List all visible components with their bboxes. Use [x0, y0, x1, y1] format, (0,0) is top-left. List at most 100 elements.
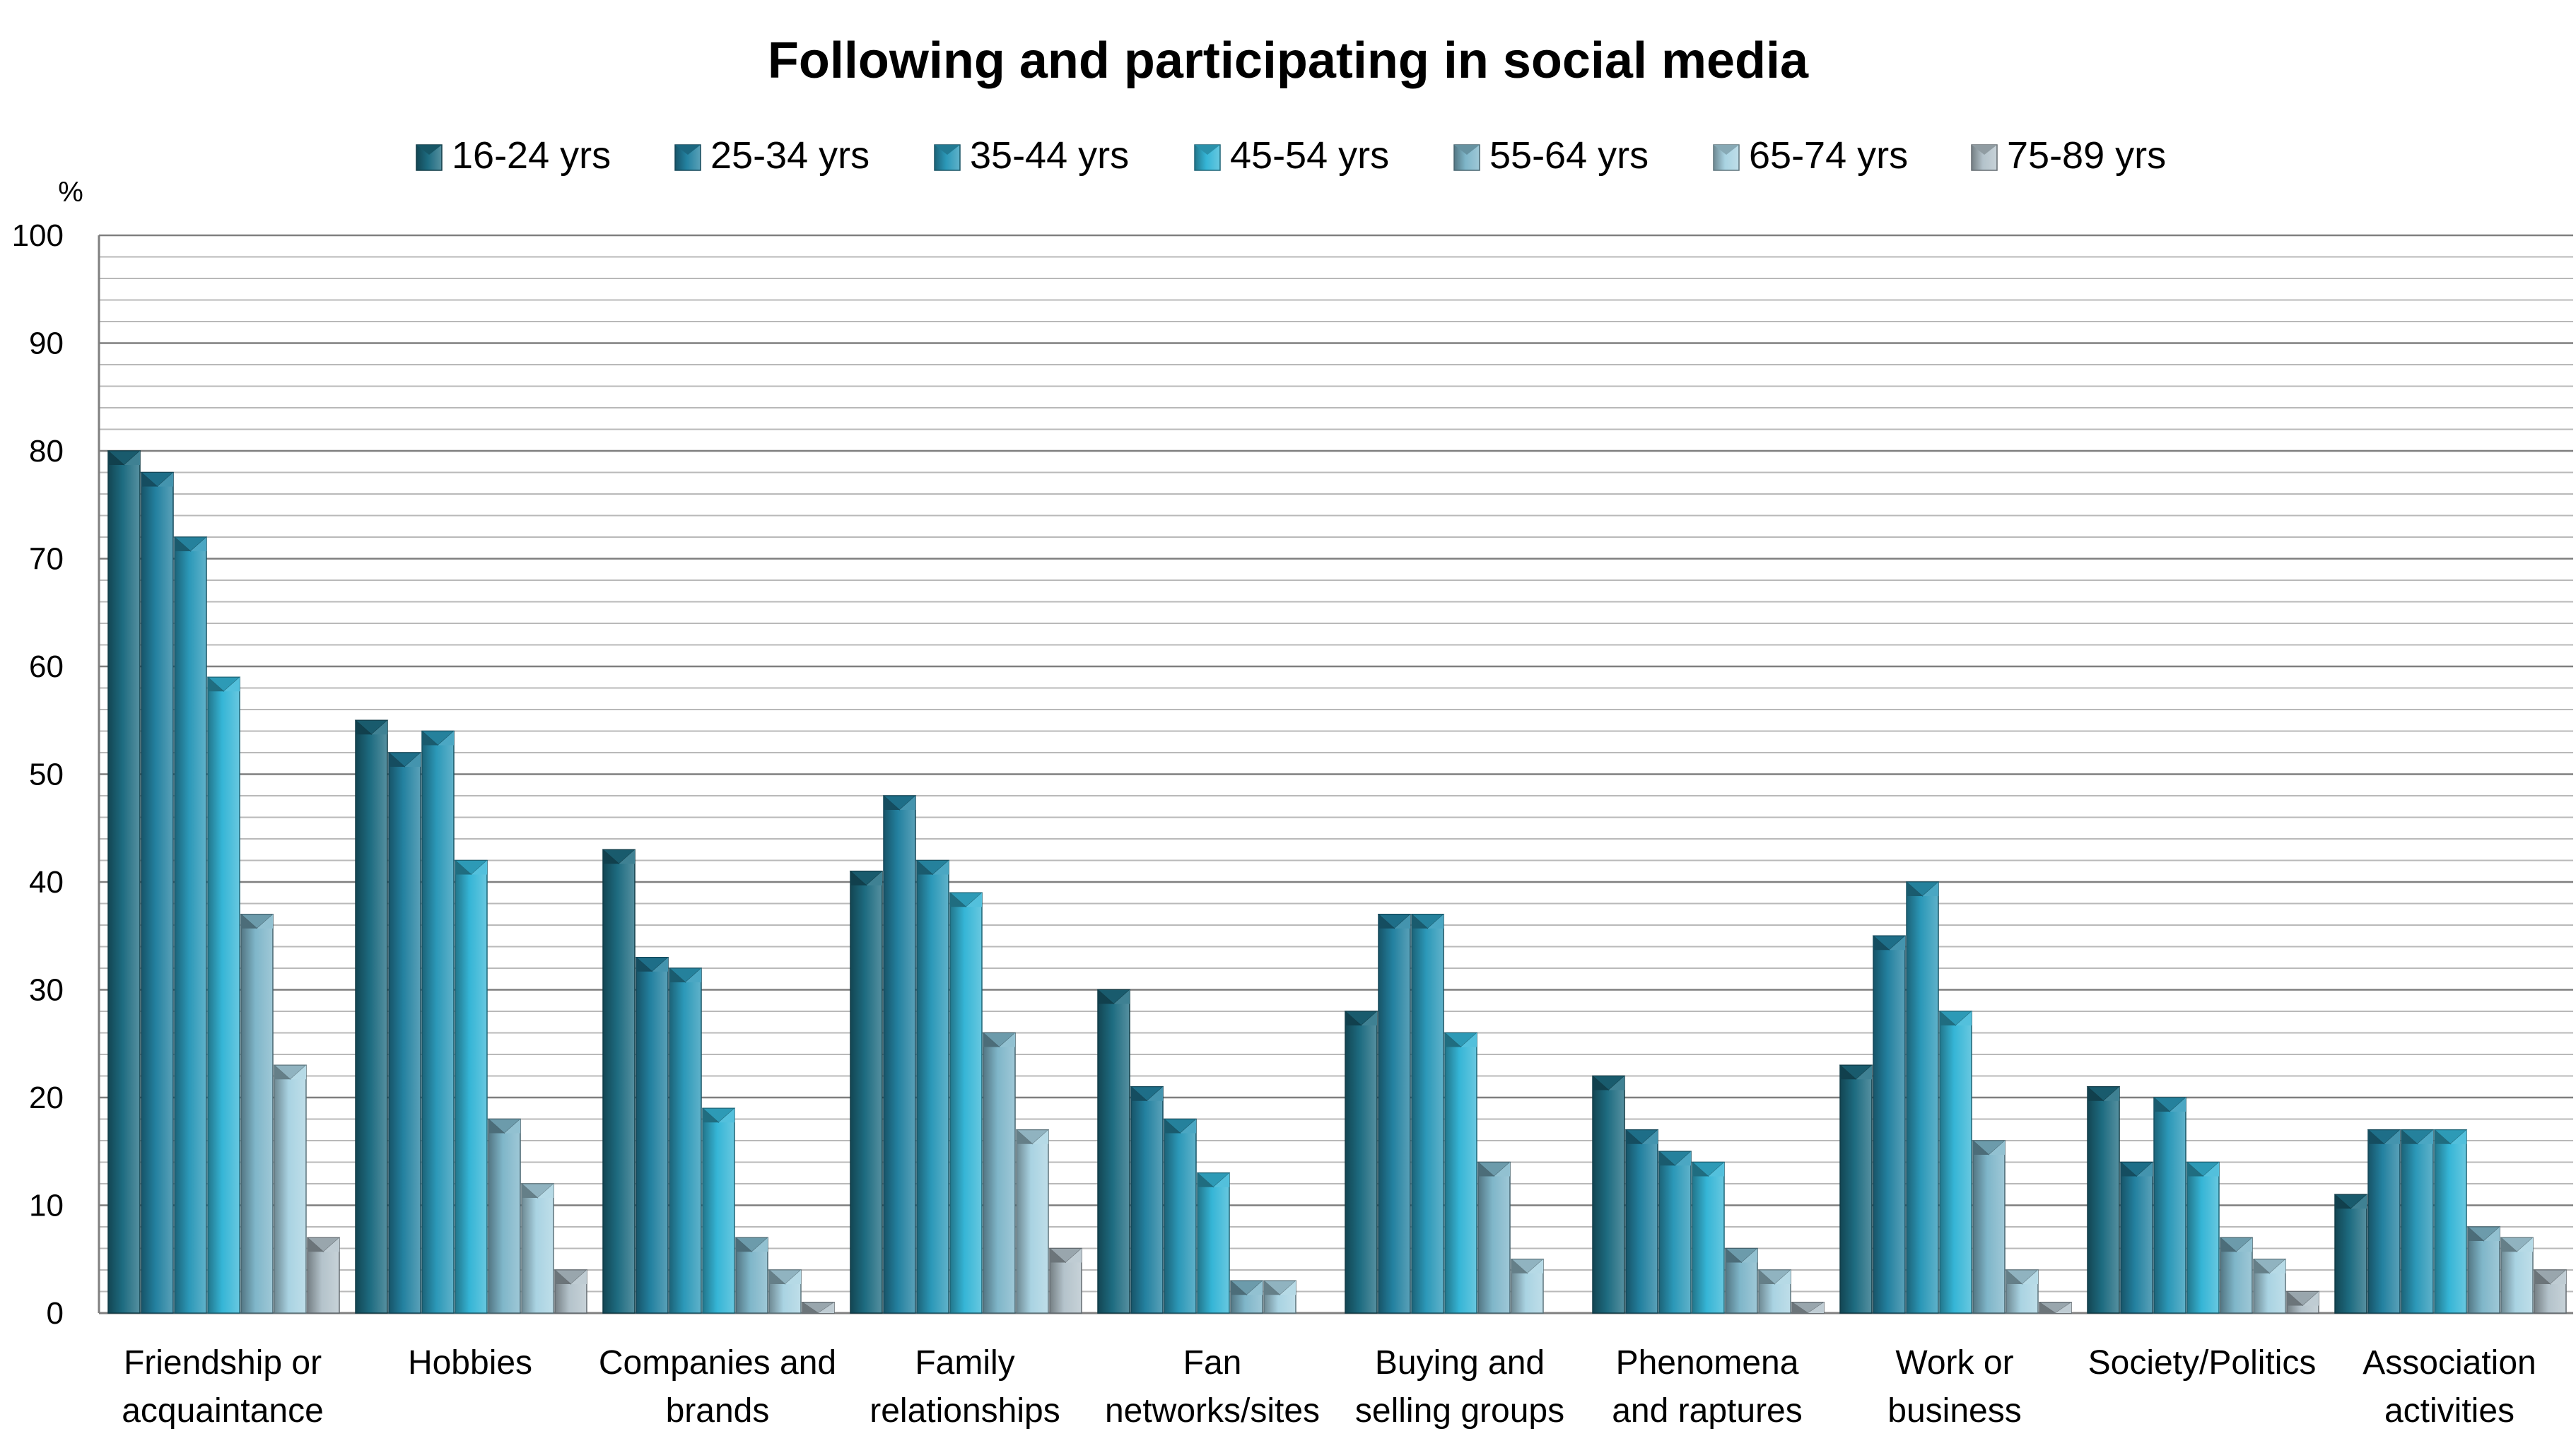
- gridlines: [99, 234, 2573, 1314]
- bar-family-relationships-55-64-yrs: [982, 1032, 1017, 1314]
- bar-companies-and-brands-65-74-yrs: [768, 1269, 802, 1314]
- bar-companies-and-brands-35-44-yrs: [668, 967, 703, 1314]
- bar-friendship-or-acquaintance-25-34-yrs: [140, 471, 175, 1314]
- legend-label: 35-44 yrs: [970, 134, 1129, 177]
- x-category-label: Companies and: [599, 1344, 836, 1382]
- bar-work-or-business-25-34-yrs: [1872, 935, 1907, 1314]
- y-tick-label: 70: [29, 542, 64, 577]
- bar-hobbies-35-44-yrs: [421, 730, 455, 1314]
- x-category-label: Fan: [1183, 1344, 1242, 1382]
- x-category-label: activities: [2384, 1392, 2514, 1430]
- x-axis-category-labels: Friendship or acquaintance Hobbies Companie…: [122, 1344, 2536, 1430]
- y-tick-label: 0: [47, 1296, 64, 1331]
- legend-item-65-74-yrs: 65-74 yrs: [1713, 134, 1908, 177]
- x-category-label: business: [1887, 1392, 2021, 1430]
- bar-companies-and-brands-45-54-yrs: [701, 1107, 736, 1314]
- y-tick-label: 20: [29, 1081, 64, 1115]
- legend-label: 25-34 yrs: [710, 134, 870, 177]
- bar-friendship-or-acquaintance-35-44-yrs: [173, 536, 208, 1314]
- bar-hobbies-55-64-yrs: [487, 1118, 522, 1314]
- y-tick-label: 50: [29, 758, 64, 792]
- bar-family-relationships-65-74-yrs: [1015, 1129, 1050, 1314]
- bar-buying-and-selling-groups-35-44-yrs: [1410, 914, 1445, 1314]
- y-tick-label: 90: [29, 327, 64, 361]
- bar-phenomena-and-raptures-35-44-yrs: [1658, 1151, 1692, 1314]
- bar-hobbies-25-34-yrs: [387, 752, 422, 1314]
- bar-family-relationships-16-24-yrs: [849, 871, 884, 1314]
- bar-association-activities-65-74-yrs: [2500, 1237, 2534, 1314]
- legend-item-45-54-yrs: 45-54 yrs: [1194, 134, 1389, 177]
- bar-fan-networks-sites-16-24-yrs: [1096, 989, 1131, 1314]
- bar-family-relationships-45-54-yrs: [949, 892, 983, 1314]
- x-category-label: Work or: [1895, 1344, 2013, 1382]
- bar-fan-networks-sites-55-64-yrs: [1229, 1280, 1264, 1314]
- legend-item-16-24-yrs: 16-24 yrs: [416, 134, 611, 177]
- x-category-label: acquaintance: [122, 1392, 324, 1430]
- bar-friendship-or-acquaintance-75-89-yrs: [306, 1237, 341, 1314]
- legend-item-55-64-yrs: 55-64 yrs: [1453, 134, 1649, 177]
- legend-label: 55-64 yrs: [1489, 134, 1649, 177]
- legend-swatch: [1453, 144, 1480, 171]
- bar-buying-and-selling-groups-45-54-yrs: [1444, 1032, 1478, 1314]
- bar-phenomena-and-raptures-55-64-yrs: [1724, 1247, 1759, 1314]
- y-axis-tick-labels: 0 10 20 30 40 50 60 70 80 90 100: [12, 218, 64, 1331]
- y-tick-label: 40: [29, 865, 64, 900]
- x-category-label: Society/Politics: [2088, 1344, 2317, 1382]
- x-category-label: Association: [2363, 1344, 2536, 1382]
- bar-fan-networks-sites-25-34-yrs: [1130, 1086, 1164, 1314]
- x-category-label: Buying and: [1375, 1344, 1545, 1382]
- bar-association-activities-45-54-yrs: [2433, 1129, 2468, 1314]
- bar-phenomena-and-raptures-25-34-yrs: [1624, 1129, 1659, 1314]
- bar-buying-and-selling-groups-25-34-yrs: [1377, 914, 1412, 1314]
- bar-work-or-business-35-44-yrs: [1905, 881, 1940, 1314]
- bar-society-politics-45-54-yrs: [2186, 1161, 2220, 1314]
- x-category-label: Hobbies: [408, 1344, 532, 1382]
- bar-association-activities-16-24-yrs: [2334, 1194, 2368, 1314]
- bar-work-or-business-45-54-yrs: [1938, 1011, 1973, 1314]
- bar-society-politics-25-34-yrs: [2119, 1161, 2154, 1314]
- bar-buying-and-selling-groups-65-74-yrs: [1510, 1259, 1545, 1314]
- y-tick-label: 100: [12, 218, 64, 253]
- x-category-label: Phenomena: [1616, 1344, 1799, 1382]
- x-category-label: brands: [666, 1392, 770, 1430]
- legend-swatch: [1194, 144, 1221, 171]
- bar-family-relationships-25-34-yrs: [882, 795, 917, 1314]
- bar-buying-and-selling-groups-16-24-yrs: [1344, 1011, 1378, 1314]
- y-tick-label: 10: [29, 1189, 64, 1223]
- x-category-label: Friendship or: [124, 1344, 322, 1382]
- bar-association-activities-75-89-yrs: [2533, 1269, 2568, 1314]
- bar-society-politics-35-44-yrs: [2153, 1097, 2187, 1314]
- y-tick-label: 30: [29, 973, 64, 1008]
- bar-fan-networks-sites-65-74-yrs: [1263, 1280, 1297, 1314]
- bar-work-or-business-55-64-yrs: [1972, 1140, 2006, 1314]
- bar-companies-and-brands-16-24-yrs: [602, 849, 636, 1314]
- legend-label: 75-89 yrs: [2007, 134, 2166, 177]
- x-category-label: Family: [915, 1344, 1014, 1382]
- bar-family-relationships-75-89-yrs: [1048, 1247, 1083, 1314]
- x-category-label: networks/sites: [1105, 1392, 1320, 1430]
- bar-work-or-business-75-89-yrs: [2038, 1302, 2073, 1314]
- bar-phenomena-and-raptures-65-74-yrs: [1757, 1269, 1792, 1314]
- bar-family-relationships-35-44-yrs: [915, 859, 950, 1314]
- bar-society-politics-55-64-yrs: [2219, 1237, 2254, 1314]
- legend-item-75-89-yrs: 75-89 yrs: [1971, 134, 2166, 177]
- bar-companies-and-brands-75-89-yrs: [801, 1302, 836, 1314]
- bar-phenomena-and-raptures-45-54-yrs: [1691, 1161, 1726, 1314]
- bar-companies-and-brands-25-34-yrs: [635, 957, 669, 1314]
- bar-phenomena-and-raptures-16-24-yrs: [1591, 1075, 1626, 1314]
- y-axis-unit-label: %: [58, 177, 83, 208]
- x-category-label: and raptures: [1612, 1392, 1803, 1430]
- y-tick-label: 60: [29, 649, 64, 684]
- bar-hobbies-75-89-yrs: [554, 1269, 588, 1314]
- bar-association-activities-25-34-yrs: [2367, 1129, 2401, 1314]
- bar-hobbies-65-74-yrs: [520, 1183, 555, 1314]
- legend-item-25-34-yrs: 25-34 yrs: [674, 134, 870, 177]
- bar-phenomena-and-raptures-75-89-yrs: [1791, 1302, 1825, 1314]
- x-category-label: selling groups: [1355, 1392, 1564, 1430]
- bar-companies-and-brands-55-64-yrs: [734, 1237, 769, 1314]
- bar-friendship-or-acquaintance-45-54-yrs: [206, 676, 241, 1314]
- chart-title: Following and participating in social me…: [768, 33, 1809, 89]
- bar-hobbies-45-54-yrs: [454, 859, 488, 1314]
- bar-association-activities-55-64-yrs: [2466, 1226, 2501, 1314]
